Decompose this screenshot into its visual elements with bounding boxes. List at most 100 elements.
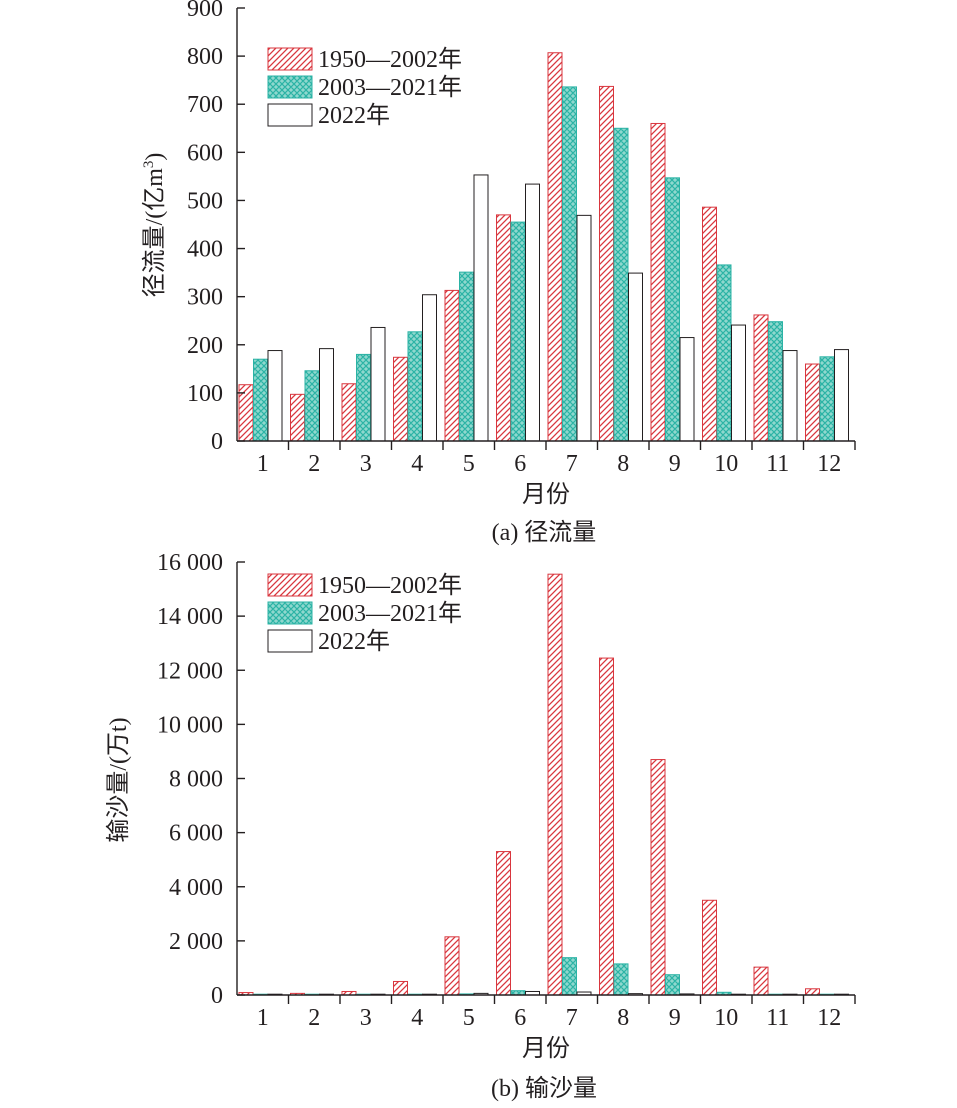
runoff-bar-month-7-series-1 bbox=[547, 52, 563, 442]
runoff-bar-month-8-series-2 bbox=[613, 127, 629, 442]
runoff-bar-month-6-series-2 bbox=[510, 221, 526, 442]
runoff-bar-month-2-series-3 bbox=[319, 348, 334, 442]
sediment-bar-month-9-series-1 bbox=[650, 759, 666, 996]
runoff-x-tick-label: 9 bbox=[669, 451, 681, 477]
sediment-caption: (b) 输沙量 bbox=[491, 1075, 597, 1102]
sediment-x-tick-label: 11 bbox=[766, 1005, 789, 1031]
sediment-legend-label-2022: 2022年 bbox=[318, 628, 390, 655]
runoff-bar-month-12-series-2 bbox=[819, 356, 835, 442]
runoff-bar-month-9-series-1 bbox=[650, 122, 666, 442]
runoff-bar-month-1-series-3 bbox=[267, 350, 283, 442]
runoff-x-tick-label: 11 bbox=[766, 451, 789, 477]
sediment-y-axis-title: 输沙量/(万t) bbox=[105, 717, 132, 842]
sediment-bar-month-7-series-1 bbox=[547, 573, 563, 996]
runoff-x-axis-title: 月份 bbox=[522, 481, 570, 508]
chart-sediment: 0 2 000 4 000 6 000 8 000 10 000 12 000 14 000 1… bbox=[105, 550, 856, 1102]
runoff-bar-month-4-series-2 bbox=[407, 331, 423, 442]
runoff-bar-month-2-series-1 bbox=[290, 393, 305, 442]
sediment-legend-label-1950-2002: 1950—2002年 bbox=[318, 572, 462, 599]
runoff-bar-month-12-series-3 bbox=[834, 349, 849, 442]
runoff-legend-swatch-2003-2021 bbox=[267, 75, 313, 99]
runoff-legend-swatch-2022 bbox=[267, 103, 313, 127]
sediment-y-tick-label: 14 000 bbox=[157, 604, 223, 630]
sediment-bar-month-6-series-1 bbox=[496, 851, 511, 996]
runoff-bar-month-11-series-3 bbox=[782, 350, 798, 442]
sediment-x-tick-label: 1 bbox=[257, 1005, 269, 1031]
sediment-y-tick-label: 8 000 bbox=[169, 767, 223, 793]
runoff-bar-month-11-series-1 bbox=[753, 314, 769, 442]
runoff-bar-month-7-series-2 bbox=[562, 86, 577, 442]
runoff-bar-month-5-series-1 bbox=[444, 289, 460, 442]
runoff-bars bbox=[238, 52, 849, 442]
runoff-bar-month-7-series-3 bbox=[576, 214, 592, 442]
sediment-y-tick-label: 2 000 bbox=[169, 929, 223, 955]
runoff-y-tick-label: 0 bbox=[211, 429, 223, 455]
sediment-legend-swatch-2003-2021 bbox=[267, 601, 313, 625]
runoff-bar-month-2-series-2 bbox=[304, 370, 320, 442]
sediment-y-tick-label: 10 000 bbox=[157, 712, 223, 738]
sediment-x-tick-label: 9 bbox=[669, 1005, 681, 1031]
sediment-bar-month-10-series-1 bbox=[702, 899, 717, 996]
sediment-x-tick-label: 12 bbox=[817, 1005, 841, 1031]
runoff-y-tick-label: 800 bbox=[187, 44, 223, 70]
sediment-legend-swatch-2022 bbox=[267, 629, 313, 653]
runoff-caption: (a) 径流量 bbox=[492, 519, 597, 546]
runoff-x-tick-label: 2 bbox=[308, 451, 320, 477]
sediment-x-tick-label: 8 bbox=[617, 1005, 629, 1031]
runoff-y-tick-label: 600 bbox=[187, 140, 223, 166]
runoff-legend-swatch-1950-2002 bbox=[267, 47, 313, 71]
sediment-y-ticks: 0 2 000 4 000 6 000 8 000 10 000 12 000 14 000 1… bbox=[157, 550, 245, 1009]
runoff-bar-month-8-series-1 bbox=[599, 85, 614, 442]
runoff-legend-label-2022: 2022年 bbox=[318, 102, 390, 129]
sediment-x-tick-label: 4 bbox=[411, 1005, 423, 1031]
sediment-bar-month-11-series-1 bbox=[753, 966, 769, 996]
runoff-bar-month-10-series-3 bbox=[731, 324, 746, 442]
runoff-y-ticks: 0 100 200 300 400 500 600 700 800 900 bbox=[187, 0, 245, 455]
runoff-y-tick-label: 700 bbox=[187, 92, 223, 118]
sediment-bar-month-8-series-2 bbox=[613, 963, 629, 996]
sediment-bar-month-5-series-1 bbox=[444, 936, 460, 996]
runoff-bar-month-6-series-1 bbox=[496, 214, 511, 442]
runoff-y-tick-label: 200 bbox=[187, 333, 223, 359]
runoff-x-tick-label: 12 bbox=[817, 451, 841, 477]
sediment-x-tick-label: 10 bbox=[714, 1005, 738, 1031]
runoff-y-tick-label: 900 bbox=[187, 0, 223, 22]
runoff-x-tick-label: 3 bbox=[360, 451, 372, 477]
runoff-bar-month-1-series-2 bbox=[253, 358, 268, 442]
runoff-x-tick-label: 1 bbox=[257, 451, 269, 477]
runoff-x-tick-label: 10 bbox=[714, 451, 738, 477]
sediment-legend-label-2003-2021: 2003—2021年 bbox=[318, 600, 462, 627]
runoff-legend-label-1950-2002: 1950—2002年 bbox=[318, 46, 462, 73]
runoff-bar-month-5-series-2 bbox=[459, 271, 474, 442]
runoff-bar-month-4-series-3 bbox=[422, 294, 437, 442]
runoff-x-tick-label: 8 bbox=[617, 451, 629, 477]
runoff-y-tick-label: 400 bbox=[187, 237, 223, 263]
sediment-legend: 1950—2002年 2003—2021年 2022年 bbox=[267, 572, 462, 655]
runoff-bar-month-6-series-3 bbox=[525, 183, 540, 442]
runoff-bar-month-3-series-1 bbox=[341, 383, 357, 442]
runoff-x-tick-label: 5 bbox=[463, 451, 475, 477]
sediment-y-tick-label: 12 000 bbox=[157, 658, 223, 684]
runoff-bar-month-10-series-2 bbox=[716, 264, 732, 442]
sediment-bar-month-8-series-1 bbox=[599, 657, 614, 996]
sediment-bar-month-9-series-2 bbox=[665, 974, 680, 996]
sediment-x-tick-label: 3 bbox=[360, 1005, 372, 1031]
runoff-legend-label-2003-2021: 2003—2021年 bbox=[318, 74, 462, 101]
runoff-y-tick-label: 100 bbox=[187, 381, 223, 407]
sediment-bar-month-4-series-1 bbox=[393, 980, 408, 996]
runoff-bar-month-11-series-2 bbox=[768, 321, 783, 442]
sediment-y-tick-label: 0 bbox=[211, 983, 223, 1009]
sediment-bar-month-12-series-1 bbox=[805, 988, 820, 996]
sediment-y-tick-label: 16 000 bbox=[157, 550, 223, 576]
runoff-bar-month-3-series-3 bbox=[370, 326, 386, 442]
runoff-bar-month-3-series-2 bbox=[356, 353, 371, 442]
runoff-bar-month-10-series-1 bbox=[702, 206, 717, 442]
runoff-y-tick-label: 300 bbox=[187, 285, 223, 311]
sediment-bar-month-7-series-2 bbox=[562, 957, 577, 996]
sediment-x-axis-title: 月份 bbox=[522, 1035, 570, 1062]
runoff-bar-month-4-series-1 bbox=[393, 356, 408, 442]
sediment-x-ticks: 1 2 3 4 5 6 7 8 9 10 11 12 bbox=[257, 995, 856, 1031]
sediment-y-tick-label: 6 000 bbox=[169, 821, 223, 847]
